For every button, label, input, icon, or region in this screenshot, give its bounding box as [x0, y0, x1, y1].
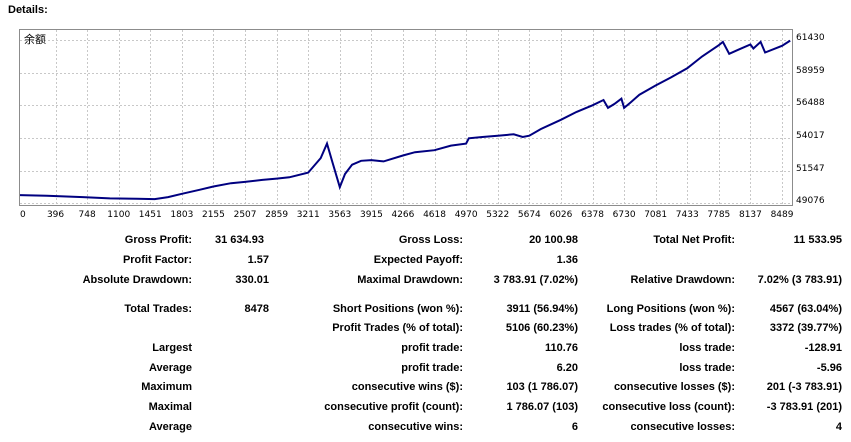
y-tick-label: 54017 — [796, 131, 825, 142]
x-tick-label: 4970 — [454, 210, 478, 220]
x-tick-label: 3211 — [296, 210, 320, 220]
balance-line — [20, 39, 791, 201]
x-tick-label: 2155 — [201, 210, 225, 220]
x-tick-label: 396 — [46, 210, 65, 220]
x-tick-label: 6378 — [581, 210, 604, 220]
details-heading: Details: — [8, 4, 48, 16]
balance-chart: 余额 — [19, 29, 793, 206]
maximal-label: Maximal — [148, 401, 192, 413]
x-tick-label: 0 — [20, 210, 26, 220]
x-tick-label: 8489 — [770, 210, 794, 220]
x-tick-label: 5322 — [486, 210, 510, 220]
average-loss-trade-value: -5.96 — [816, 362, 842, 374]
largest-label: Largest — [152, 342, 192, 354]
long-positions-label: Long Positions (won %): — [606, 303, 735, 315]
average-consecutive-wins-label: consecutive wins: — [368, 421, 463, 433]
gross-profit-value: 31 634.93 — [215, 234, 264, 246]
y-tick-label: 49076 — [796, 196, 825, 207]
absolute-drawdown-label: Absolute Drawdown: — [82, 274, 192, 286]
maximal-consecutive-loss-value: -3 783.91 (201) — [766, 401, 842, 413]
x-tick-label: 7785 — [707, 210, 731, 220]
x-tick-label: 8137 — [738, 210, 762, 220]
short-positions-label: Short Positions (won %): — [332, 303, 463, 315]
x-tick-label: 4618 — [423, 210, 446, 220]
largest-profit-trade-value: 110.76 — [544, 342, 578, 354]
average-profit-trade-label: profit trade: — [401, 362, 463, 374]
relative-drawdown-value: 7.02% (3 783.91) — [757, 274, 842, 286]
y-tick-label: 51547 — [796, 163, 825, 174]
expected-payoff-value: 1.36 — [556, 254, 578, 266]
short-positions-value: 3911 (56.94%) — [506, 303, 578, 315]
average-label: Average — [148, 362, 192, 374]
balance-chart-svg: 余额 — [20, 30, 792, 205]
average-loss-trade-label: loss trade: — [679, 362, 735, 374]
x-tick-label: 6026 — [549, 210, 573, 220]
largest-profit-trade-label: profit trade: — [401, 342, 463, 354]
chart-corner-label: 余额 — [24, 32, 46, 46]
total-net-profit-value: 11 533.95 — [793, 234, 842, 246]
max-consecutive-wins-label: consecutive wins ($): — [351, 381, 463, 393]
y-tick-label: 56488 — [796, 98, 825, 109]
maximal-drawdown-label: Maximal Drawdown: — [357, 274, 463, 286]
profit-factor-label: Profit Factor: — [122, 254, 192, 266]
relative-drawdown-label: Relative Drawdown: — [630, 274, 735, 286]
average-consecutive-label: Average — [148, 421, 192, 433]
x-tick-label: 6730 — [612, 210, 636, 220]
total-trades-label: Total Trades: — [124, 303, 192, 315]
average-consecutive-losses-label: consecutive losses: — [630, 421, 735, 433]
max-consecutive-wins-value: 103 (1 786.07) — [506, 381, 578, 393]
maximal-consecutive-profit-label: consecutive profit (count): — [324, 401, 463, 413]
x-tick-label: 748 — [78, 210, 96, 220]
total-net-profit-label: Total Net Profit: — [653, 234, 735, 246]
max-consecutive-losses-label: consecutive losses ($): — [613, 381, 735, 393]
y-tick-label: 58959 — [796, 65, 825, 76]
loss-trades-value: 3372 (39.77%) — [769, 322, 842, 334]
x-tick-label: 2859 — [265, 210, 289, 220]
expected-payoff-label: Expected Payoff: — [373, 254, 463, 266]
total-trades-value: 8478 — [244, 303, 269, 315]
gross-profit-label: Gross Profit: — [124, 234, 192, 246]
profit-factor-value: 1.57 — [247, 254, 269, 266]
average-consecutive-losses-value: 4 — [835, 421, 842, 433]
y-tick-label: 61430 — [796, 33, 825, 44]
max-consecutive-losses-value: 201 (-3 783.91) — [766, 381, 842, 393]
absolute-drawdown-value: 330.01 — [235, 274, 269, 286]
largest-loss-trade-label: loss trade: — [679, 342, 735, 354]
profit-trades-value: 5106 (60.23%) — [505, 322, 578, 334]
gross-loss-value: 20 100.98 — [529, 234, 578, 246]
x-tick-label: 7081 — [644, 210, 668, 220]
x-tick-label: 3563 — [328, 210, 352, 220]
gross-loss-label: Gross Loss: — [398, 234, 463, 246]
x-tick-label: 4266 — [391, 210, 415, 220]
x-tick-label: 2507 — [233, 210, 257, 220]
maximum-label: Maximum — [141, 381, 192, 393]
maximal-consecutive-loss-label: consecutive loss (count): — [602, 401, 735, 413]
x-tick-label: 7433 — [675, 210, 699, 220]
x-tick-label: 1451 — [138, 210, 162, 220]
x-tick-label: 5674 — [517, 210, 541, 220]
maximal-drawdown-value: 3 783.91 (7.02%) — [493, 274, 578, 286]
x-tick-label: 1803 — [170, 210, 194, 220]
x-tick-label: 3915 — [359, 210, 383, 220]
maximal-consecutive-profit-value: 1 786.07 (103) — [506, 401, 578, 413]
average-consecutive-wins-value: 6 — [571, 421, 578, 433]
largest-loss-trade-value: -128.91 — [804, 342, 842, 354]
x-tick-label: 1100 — [107, 210, 131, 220]
long-positions-value: 4567 (63.04%) — [769, 303, 842, 315]
profit-trades-label: Profit Trades (% of total): — [332, 322, 463, 334]
average-profit-trade-value: 6.20 — [556, 362, 578, 374]
loss-trades-label: Loss trades (% of total): — [609, 322, 735, 334]
